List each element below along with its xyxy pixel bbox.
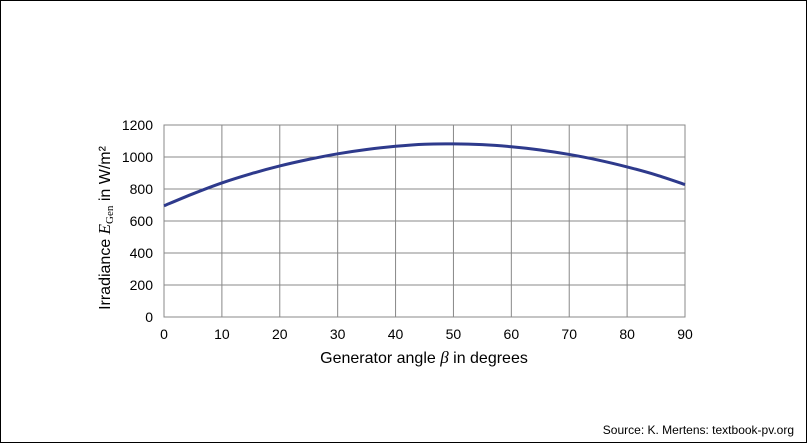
source-credit: Source: K. Mertens: textbook-pv.org	[602, 423, 794, 437]
y-tick-label: 1000	[122, 149, 153, 165]
x-tick-label: 90	[677, 326, 693, 342]
y-tick-label: 1200	[122, 117, 153, 133]
x-tick-label: 20	[272, 326, 288, 342]
y-axis-label-prefix: Irradiance	[97, 234, 114, 310]
x-tick-label: 30	[330, 326, 346, 342]
x-axis-label: Generator angle β in degrees	[320, 348, 528, 367]
x-axis-label-symbol: β	[439, 348, 449, 367]
y-axis-label: Irradiance EGen in W/m²	[95, 145, 116, 310]
plot-area-border	[163, 124, 686, 318]
x-tick-labels: 0 10 20 30 40 50 60 70 80 90	[160, 326, 693, 342]
y-tick-labels: 0 200 400 600 800 1000 1200	[122, 117, 153, 325]
x-axis-label-prefix: Generator angle	[320, 350, 440, 367]
y-tick-label: 200	[130, 277, 154, 293]
y-axis-label-subscript: Gen	[104, 205, 116, 224]
grid-lines	[163, 124, 686, 318]
x-tick-label: 80	[619, 326, 635, 342]
series-line	[163, 142, 686, 208]
y-tick-label: 400	[130, 245, 154, 261]
y-axis-label-suffix: in W/m²	[97, 145, 114, 205]
x-axis-label-suffix: in degrees	[449, 350, 528, 367]
x-tick-label: 50	[446, 326, 462, 342]
x-tick-label: 70	[561, 326, 577, 342]
y-tick-label: 600	[130, 213, 154, 229]
y-tick-label: 800	[130, 181, 154, 197]
x-tick-label: 60	[504, 326, 520, 342]
x-tick-label: 40	[388, 326, 404, 342]
y-tick-label: 0	[145, 309, 153, 325]
y-axis-label-symbol: E	[95, 223, 114, 235]
x-tick-label: 0	[160, 326, 168, 342]
x-tick-label: 10	[214, 326, 230, 342]
